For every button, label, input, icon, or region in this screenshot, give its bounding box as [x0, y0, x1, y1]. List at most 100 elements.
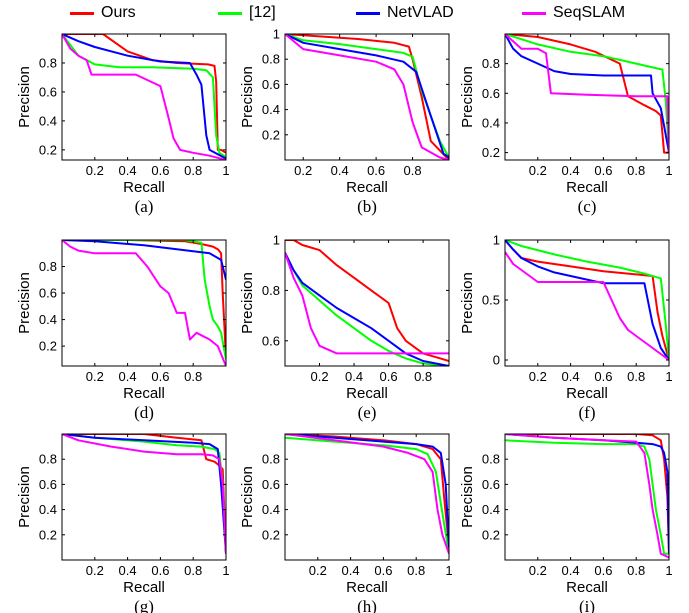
- x-tick-label: 0.4: [119, 163, 137, 178]
- x-tick-label: 0.2: [529, 369, 547, 384]
- pr-chart-i: 0.2 0.4 0.6 0.8 1 0.2 0.4 0.6 0.8 Recall Precision…: [459, 433, 673, 613]
- y-axis-label: Precision: [459, 466, 476, 528]
- x-tick-label: 0.4: [331, 163, 349, 178]
- plot-frame: [284, 239, 450, 367]
- subplot-label: (f): [579, 403, 596, 422]
- x-tick-label: 1: [222, 163, 229, 178]
- pr-chart-b: 0.2 0.4 0.6 0.8 0.2 0.4 0.6 0.8 1 Recall Precision…: [239, 27, 450, 216]
- y-tick-label: 0.6: [39, 286, 57, 301]
- y-tick-label: 1: [493, 233, 500, 248]
- y-tick-label: 1: [273, 233, 280, 248]
- y-tick-label: 0.2: [262, 127, 280, 142]
- series-line-seqslam: [285, 252, 449, 355]
- legend-item-12: [12]: [218, 4, 276, 22]
- plot-frame: [61, 433, 227, 561]
- series-line-ours: [505, 34, 669, 154]
- y-tick-label: 0.6: [482, 477, 500, 492]
- series-line-12: [285, 436, 449, 554]
- legend-label-netvlad: NetVLAD: [387, 4, 454, 21]
- x-tick-label: 0.8: [184, 163, 202, 178]
- legend-swatch-12: [218, 11, 242, 15]
- y-tick-label: 0.8: [262, 452, 280, 467]
- x-tick-label: 0.6: [151, 369, 169, 384]
- pr-chart-g: 0.2 0.4 0.6 0.8 1 0.2 0.4 0.6 0.8 Recall Precision…: [16, 433, 230, 613]
- x-tick-label: 1: [665, 563, 672, 578]
- x-axis-label: Recall: [346, 579, 388, 596]
- y-tick-label: 0.4: [482, 115, 500, 130]
- y-tick-label: 0.6: [262, 333, 280, 348]
- legend-item-seqslam: SeqSLAM: [522, 4, 625, 22]
- plot-frame: [284, 433, 450, 561]
- legend: Ours [12] NetVLAD SeqSLAM: [0, 0, 689, 26]
- y-axis-label: Precision: [239, 272, 256, 334]
- series-line-seqslam: [505, 434, 669, 559]
- pr-chart-d: 0.2 0.4 0.6 0.8 0.2 0.4 0.6 0.8 Recall Precision (…: [16, 239, 227, 422]
- y-tick-label: 0.5: [482, 293, 500, 308]
- plot-frame: [504, 33, 670, 161]
- x-tick-label: 0.6: [151, 563, 169, 578]
- x-tick-label: 0.6: [374, 563, 392, 578]
- x-tick-label: 0.8: [414, 369, 432, 384]
- y-tick-label: 0.8: [482, 56, 500, 71]
- y-axis-label: Precision: [239, 466, 256, 528]
- x-tick-label: 0.8: [627, 163, 645, 178]
- x-tick-label: 0.2: [86, 369, 104, 384]
- legend-swatch-ours: [70, 11, 94, 15]
- legend-label-ours: Ours: [101, 4, 136, 21]
- y-tick-label: 1: [273, 27, 280, 42]
- y-tick-label: 0.4: [262, 502, 280, 517]
- legend-label-seqslam: SeqSLAM: [553, 4, 626, 21]
- x-axis-label: Recall: [566, 385, 608, 402]
- plot-frame: [504, 239, 670, 367]
- series-line-12: [62, 34, 226, 158]
- x-tick-label: 0.4: [562, 163, 580, 178]
- x-tick-label: 0.2: [529, 563, 547, 578]
- plot-frame: [504, 433, 670, 561]
- y-tick-label: 0.4: [39, 502, 57, 517]
- legend-item-netvlad: NetVLAD: [356, 4, 454, 22]
- series-line-12: [62, 240, 226, 360]
- legend-item-ours: Ours: [70, 4, 136, 22]
- series-line-12: [505, 439, 669, 555]
- y-axis-label: Precision: [16, 272, 33, 334]
- x-tick-label: 0.6: [594, 563, 612, 578]
- y-axis-label: Precision: [16, 66, 33, 128]
- pr-chart-f: 0.2 0.4 0.6 0.8 1 0 0.5 1 Recall Precision (f): [459, 233, 673, 423]
- y-tick-label: 0.4: [39, 113, 57, 128]
- legend-swatch-seqslam: [522, 11, 546, 15]
- y-tick-label: 0.2: [262, 527, 280, 542]
- series-line-12: [505, 240, 669, 361]
- series-line-netvlad: [285, 34, 449, 159]
- y-tick-label: 0.4: [482, 502, 500, 517]
- x-tick-label: 0.8: [184, 563, 202, 578]
- series-line-netvlad: [505, 240, 669, 361]
- series-line-seqslam: [285, 434, 449, 555]
- series-line-12: [285, 252, 449, 366]
- x-tick-label: 0.6: [151, 163, 169, 178]
- subplot-label: (b): [357, 197, 377, 216]
- series-line-ours: [285, 240, 449, 362]
- series-line-seqslam: [62, 434, 226, 554]
- x-tick-label: 1: [665, 163, 672, 178]
- x-tick-label: 0.8: [627, 369, 645, 384]
- x-tick-label: 0.2: [309, 563, 327, 578]
- x-tick-label: 0.4: [562, 563, 580, 578]
- pr-chart-a: 0.2 0.4 0.6 0.8 1 0.2 0.4 0.6 0.8 Recall Precision…: [16, 33, 230, 216]
- x-tick-label: 1: [445, 563, 452, 578]
- y-tick-label: 0.2: [482, 527, 500, 542]
- series-line-ours: [62, 240, 226, 360]
- series-line-seqslam: [505, 251, 669, 361]
- series-line-seqslam: [62, 240, 226, 366]
- legend-swatch-netvlad: [356, 11, 380, 15]
- y-tick-label: 0.2: [39, 142, 57, 157]
- x-axis-label: Recall: [123, 579, 165, 596]
- x-axis-label: Recall: [566, 179, 608, 196]
- y-axis-label: Precision: [459, 66, 476, 128]
- x-axis-label: Recall: [123, 385, 165, 402]
- series-line-12: [505, 34, 669, 153]
- y-tick-label: 0.8: [262, 283, 280, 298]
- subplot-label: (a): [135, 197, 154, 216]
- series-line-netvlad: [285, 434, 449, 548]
- x-tick-label: 0.8: [404, 163, 422, 178]
- x-tick-label: 0.2: [86, 163, 104, 178]
